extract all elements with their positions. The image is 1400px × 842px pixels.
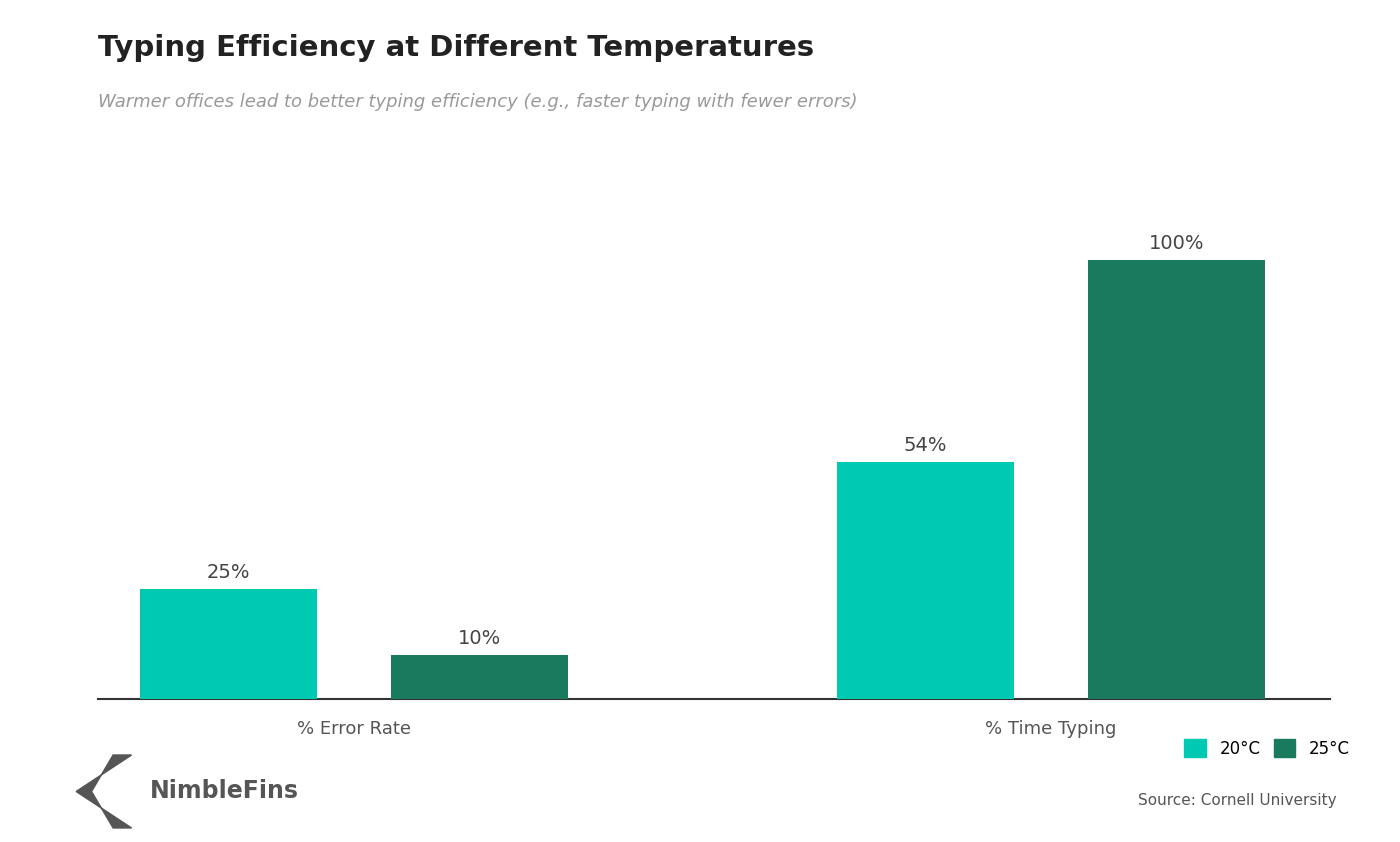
Text: 10%: 10% xyxy=(458,629,501,648)
Bar xyxy=(1088,259,1266,699)
Bar xyxy=(140,589,316,699)
Text: Typing Efficiency at Different Temperatures: Typing Efficiency at Different Temperatu… xyxy=(98,34,815,61)
Text: 54%: 54% xyxy=(904,436,948,455)
Text: 100%: 100% xyxy=(1149,234,1204,253)
Text: NimbleFins: NimbleFins xyxy=(150,780,300,803)
Text: Warmer offices lead to better typing efficiency (e.g., faster typing with fewer : Warmer offices lead to better typing eff… xyxy=(98,93,857,110)
Legend: 20°C, 25°C: 20°C, 25°C xyxy=(1184,739,1350,758)
Text: 25%: 25% xyxy=(206,563,251,583)
Bar xyxy=(391,655,567,699)
Text: Source: Cornell University: Source: Cornell University xyxy=(1138,793,1337,808)
Bar xyxy=(837,461,1014,699)
Polygon shape xyxy=(76,755,132,828)
